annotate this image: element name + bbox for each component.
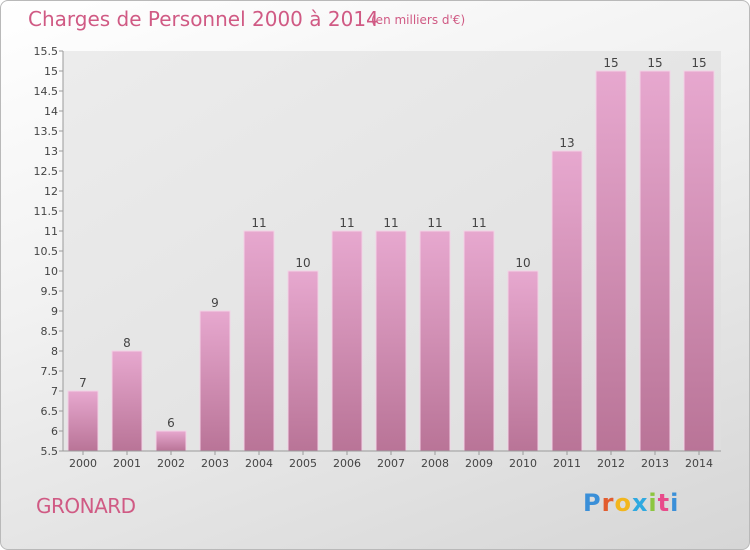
bar-value-label: 15 bbox=[647, 56, 662, 70]
bar-value-label: 7 bbox=[79, 376, 87, 390]
x-tick-label: 2011 bbox=[553, 457, 581, 470]
bar bbox=[199, 310, 231, 452]
x-tick-label: 2014 bbox=[685, 457, 713, 470]
y-tick-label: 11.5 bbox=[34, 205, 59, 218]
y-tick-label: 8.5 bbox=[41, 325, 59, 338]
logo-letter: P bbox=[583, 489, 602, 517]
bar-value-label: 15 bbox=[603, 56, 618, 70]
bar bbox=[155, 430, 187, 452]
x-tick-label: 2002 bbox=[157, 457, 185, 470]
x-tick-label: 2012 bbox=[597, 457, 625, 470]
logo-letter: t bbox=[657, 489, 671, 517]
x-tick-label: 2004 bbox=[245, 457, 273, 470]
y-tick-label: 11 bbox=[44, 225, 58, 238]
y-tick-label: 14.5 bbox=[34, 85, 59, 98]
x-tick-label: 2013 bbox=[641, 457, 669, 470]
logo-letter: x bbox=[631, 489, 649, 517]
bar bbox=[419, 230, 451, 452]
bar bbox=[375, 230, 407, 452]
x-tick-label: 2001 bbox=[113, 457, 141, 470]
bar bbox=[551, 150, 583, 452]
bar bbox=[463, 230, 495, 452]
chart-title: Charges de Personnel 2000 à 2014 bbox=[28, 7, 379, 31]
logo-letter: i bbox=[670, 489, 680, 517]
y-tick-label: 6.5 bbox=[41, 405, 59, 418]
y-tick-label: 12 bbox=[44, 185, 58, 198]
x-tick-label: 2007 bbox=[377, 457, 405, 470]
bar bbox=[331, 230, 363, 452]
bar-value-label: 11 bbox=[471, 216, 486, 230]
bar-value-label: 13 bbox=[559, 136, 574, 150]
y-tick-label: 13 bbox=[44, 145, 58, 158]
y-tick-label: 7.5 bbox=[41, 365, 59, 378]
y-tick-label: 5.5 bbox=[41, 445, 59, 458]
y-tick-label: 10 bbox=[44, 265, 58, 278]
bar-value-label: 10 bbox=[295, 256, 310, 270]
bar bbox=[595, 70, 627, 452]
x-tick-label: 2006 bbox=[333, 457, 361, 470]
bar bbox=[683, 70, 715, 452]
proxiti-logo[interactable]: Proxiti bbox=[583, 489, 679, 517]
bar bbox=[287, 270, 319, 452]
logo-letter: o bbox=[614, 489, 632, 517]
y-tick-label: 10.5 bbox=[34, 245, 59, 258]
chart-unit: (en milliers d'€) bbox=[371, 13, 466, 27]
x-tick-label: 2003 bbox=[201, 457, 229, 470]
y-tick-label: 14 bbox=[44, 105, 58, 118]
bar-value-label: 11 bbox=[339, 216, 354, 230]
x-tick-label: 2000 bbox=[69, 457, 97, 470]
bar-value-label: 11 bbox=[427, 216, 442, 230]
logo-letter: i bbox=[648, 489, 658, 517]
y-tick-label: 15 bbox=[44, 65, 58, 78]
bar-value-label: 10 bbox=[515, 256, 530, 270]
x-tick-label: 2008 bbox=[421, 457, 449, 470]
y-tick-label: 9 bbox=[51, 305, 58, 318]
y-tick-label: 12.5 bbox=[34, 165, 59, 178]
bar-value-label: 8 bbox=[123, 336, 131, 350]
bar bbox=[67, 390, 99, 452]
bar-value-label: 11 bbox=[383, 216, 398, 230]
bar-value-label: 6 bbox=[167, 416, 175, 430]
logo-letter: r bbox=[601, 489, 615, 517]
commune-name: GRONARD bbox=[36, 494, 136, 518]
bar bbox=[639, 70, 671, 452]
bar bbox=[243, 230, 275, 452]
x-tick-label: 2010 bbox=[509, 457, 537, 470]
bar-value-label: 11 bbox=[251, 216, 266, 230]
y-tick-label: 9.5 bbox=[41, 285, 59, 298]
y-tick-label: 8 bbox=[51, 345, 58, 358]
x-tick-label: 2009 bbox=[465, 457, 493, 470]
x-tick-label: 2005 bbox=[289, 457, 317, 470]
bar bbox=[507, 270, 539, 452]
y-tick-label: 13.5 bbox=[34, 125, 59, 138]
y-tick-label: 6 bbox=[51, 425, 58, 438]
y-tick-label: 15.5 bbox=[34, 45, 59, 58]
y-tick-label: 7 bbox=[51, 385, 58, 398]
bar-value-label: 15 bbox=[691, 56, 706, 70]
bar-value-label: 9 bbox=[211, 296, 219, 310]
bar bbox=[111, 350, 143, 452]
